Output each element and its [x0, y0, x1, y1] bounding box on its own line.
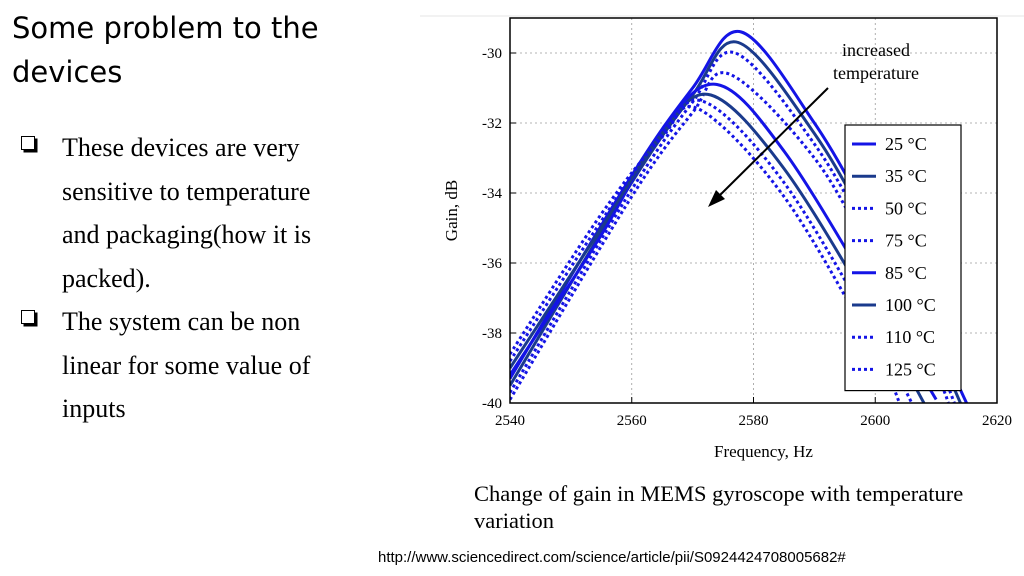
bullet-text: These devices are very sensitive to temp…: [62, 133, 312, 293]
series-line: [510, 98, 914, 403]
chart-svg: 2540 2560 2580 2600 2620 -30 -32 -34 -36 -38 -40 Fr…: [420, 15, 1024, 461]
y-tick-label: -38: [482, 326, 502, 342]
bullet-text: The system can be non linear for some va…: [62, 307, 311, 423]
bullet-list: These devices are very sensitive to temp…: [20, 126, 320, 431]
legend-label: 125 °C: [885, 359, 936, 379]
gain-frequency-chart: 2540 2560 2580 2600 2620 -30 -32 -34 -36 -38 -40 Fr…: [420, 10, 1024, 480]
y-axis-label: Gain, dB: [442, 180, 461, 241]
x-tick-label: 2600: [860, 413, 890, 429]
legend-label: 85 °C: [885, 263, 927, 283]
source-link[interactable]: http://www.sciencedirect.com/science/art…: [378, 549, 846, 566]
slide-title: Some problem to the devices: [12, 11, 319, 89]
annotation-label: increased: [842, 40, 910, 60]
x-tick-label: 2560: [617, 413, 647, 429]
x-axis-label: Frequency, Hz: [714, 442, 813, 461]
legend-box: [844, 124, 962, 392]
legend-label: 25 °C: [885, 134, 927, 154]
legend-label: 35 °C: [885, 166, 927, 186]
y-tick-label: -34: [482, 186, 502, 202]
legend-label: 110 °C: [885, 327, 935, 347]
series-line: [510, 105, 901, 403]
y-tick-label: -40: [482, 396, 502, 412]
series-line: [510, 50, 956, 403]
legend-label: 100 °C: [885, 295, 936, 315]
annotation-arrowhead: [708, 190, 725, 207]
checkbox-icon: [21, 310, 35, 324]
x-tick-label: 2540: [495, 413, 525, 429]
x-tick-label: 2620: [982, 413, 1012, 429]
checkbox-icon: [21, 136, 35, 150]
y-tick-label: -32: [482, 116, 502, 132]
annotation-label: temperature: [833, 63, 919, 83]
legend-label: 75 °C: [885, 231, 927, 251]
bullet-item: The system can be non linear for some va…: [20, 300, 320, 431]
x-tick-label: 2580: [739, 413, 769, 429]
annotation-arrow-line: [714, 87, 829, 201]
y-tick-label: -30: [482, 46, 502, 62]
y-tick-label: -36: [482, 256, 502, 272]
figure-caption: Change of gain in MEMS gyroscope with te…: [474, 481, 964, 533]
legend-label: 50 °C: [885, 198, 927, 218]
bullet-item: These devices are very sensitive to temp…: [20, 126, 320, 300]
